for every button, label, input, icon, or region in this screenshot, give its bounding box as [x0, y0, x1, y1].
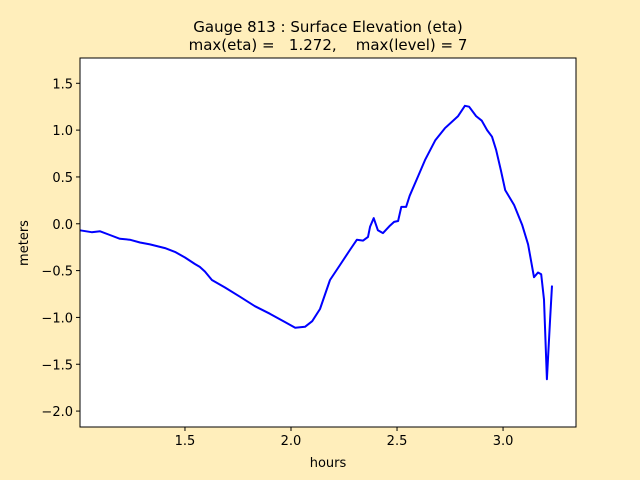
- x-tick-label: 1.5: [175, 434, 196, 449]
- x-tick-label: 2.0: [281, 434, 302, 449]
- x-tick-label: 3.0: [493, 434, 514, 449]
- series-line-eta: [79, 104, 553, 381]
- plot-frame: [79, 57, 577, 428]
- x-axis-label: hours: [310, 456, 347, 471]
- y-tick-label: −2.0: [41, 405, 73, 420]
- y-tick-label: −1.5: [41, 358, 73, 373]
- y-tick-label: −0.5: [41, 265, 73, 280]
- y-tick-label: 0.5: [52, 171, 73, 186]
- y-tick-label: 0.0: [52, 218, 73, 233]
- plot-area: [80, 58, 576, 427]
- y-axis-label: meters: [17, 220, 32, 266]
- y-tick-label: 1.5: [52, 77, 73, 92]
- chart-title: Gauge 813 : Surface Elevation (eta): [193, 18, 462, 36]
- y-tick-label: −1.0: [41, 311, 73, 326]
- y-tick-label: 1.0: [52, 124, 73, 139]
- x-tick-label: 2.5: [387, 434, 408, 449]
- chart-subtitle: max(eta) = 1.272, max(level) = 7: [189, 36, 468, 54]
